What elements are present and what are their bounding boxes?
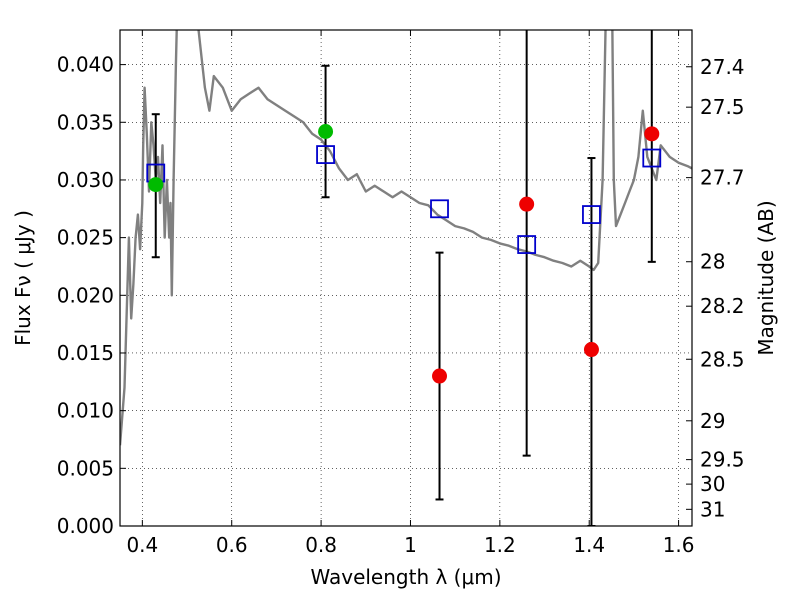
mag-tick-label: 31 [700,497,725,521]
model-photometry-square [517,235,537,254]
mag-tick-label: 30 [700,472,725,496]
y-tick-label: 0.005 [57,456,114,480]
y-tick-label: 0.020 [57,283,114,307]
x-tick-label: 1 [404,533,417,557]
model-photometry-square [430,199,449,219]
x-tick-label: 1.2 [484,533,516,557]
x-tick-label: 0.4 [126,533,158,557]
mag-tick-label: 28.5 [700,347,745,371]
y-tick-label: 0.015 [57,341,114,365]
y-tick-label: 0.000 [57,514,114,538]
tick-labels: 0.4 0.6 0.8 1 1.2 1.4 1.6 0.000 0.005 0.010 0.015 0… [57,53,745,557]
x-axis-label: Wavelength λ (μm) [310,565,501,589]
mag-tick-label: 27.5 [700,95,745,119]
non-detection-point [583,342,599,358]
non-detection-point [432,368,448,384]
mag-tick-label: 29.5 [700,448,745,472]
y-tick-label: 0.040 [57,53,114,77]
non-detection-point [519,196,535,212]
mag-tick-label: 28.2 [700,294,745,318]
y-tick-label: 0.030 [57,168,114,192]
mag-tick-label: 29 [700,409,725,433]
y-axis-label: Flux Fν ( μJy ) [11,210,35,346]
mag-tick-label: 27.4 [700,55,745,79]
y-tick-label: 0.035 [57,110,114,134]
detection-point [318,124,334,140]
tick-marks [120,30,692,527]
x-tick-label: 1.4 [573,533,605,557]
non-detection-point [644,126,660,142]
mag-tick-label: 28 [700,250,725,274]
mag-tick-label: 27.7 [700,166,745,190]
model-photometry-square [642,148,662,168]
plot-frame [119,29,693,527]
x-tick-label: 0.6 [216,533,248,557]
y-tick-label: 0.010 [57,399,114,423]
y-tick-label: 0.025 [57,226,114,250]
grid-lines [120,30,692,527]
detection-point [148,177,164,193]
x-tick-label: 0.8 [305,533,337,557]
x-tick-label: 1.6 [663,533,695,557]
y-axis-right-label: Magnitude (AB) [754,200,778,355]
model-spectrum-line [120,30,692,446]
model-photometry-square [582,205,601,224]
model-photometry-square [316,145,335,164]
data-layer [120,30,692,526]
